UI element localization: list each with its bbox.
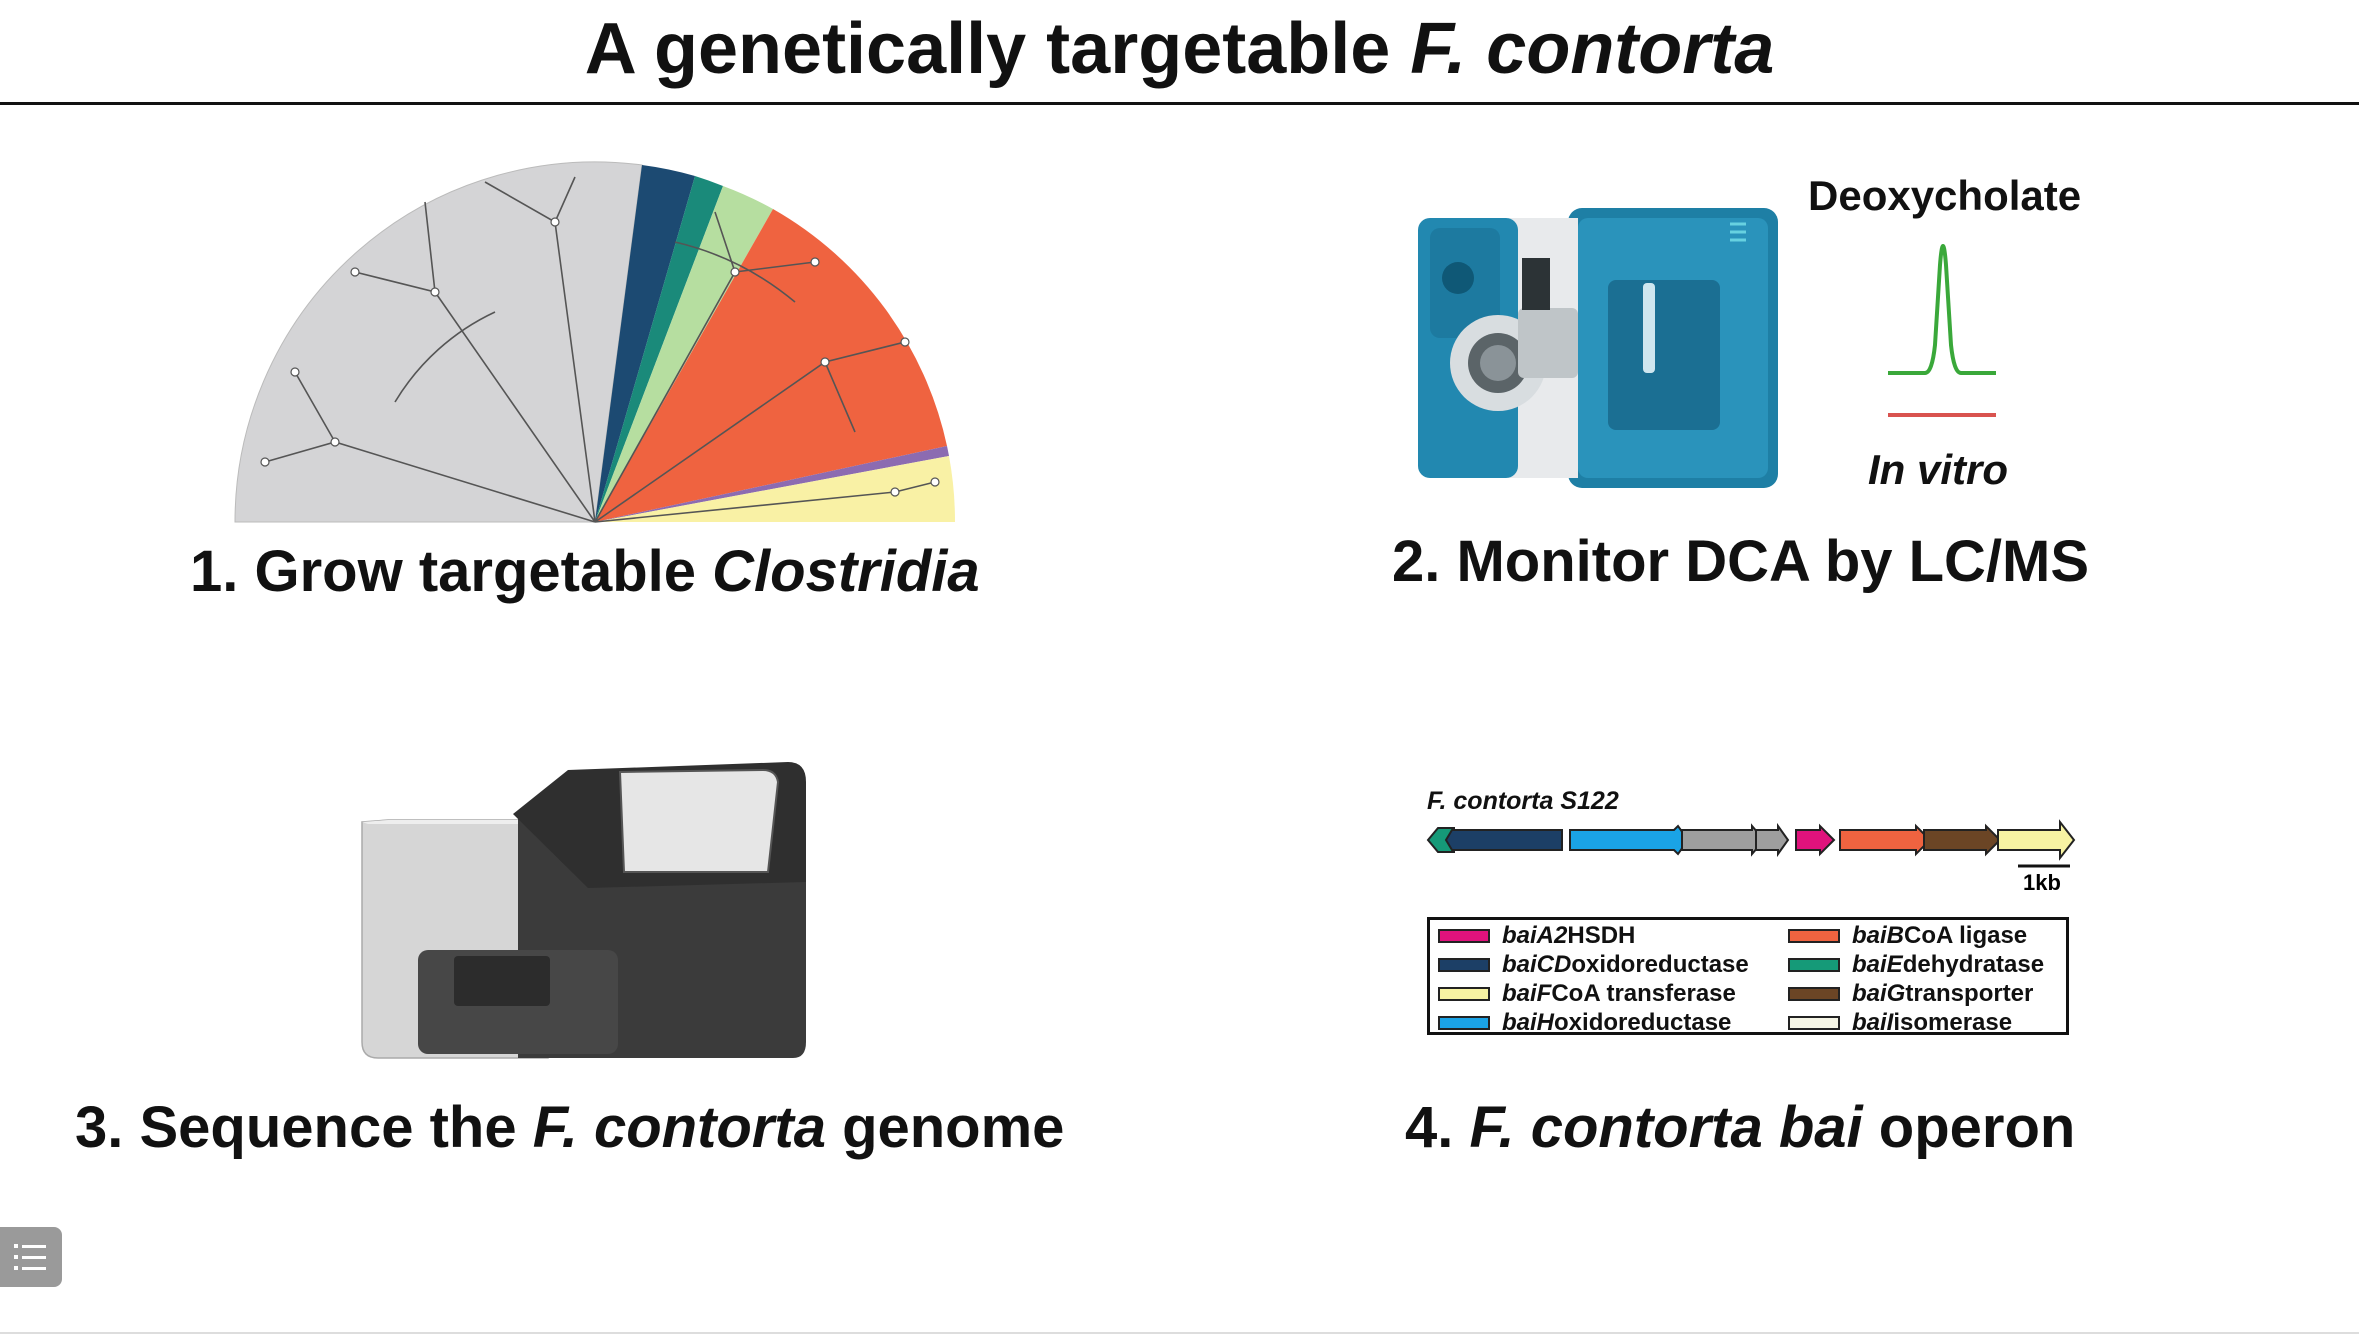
legend-desc: HSDH [1567,922,1636,949]
legend-desc: isomerase [1893,1009,2013,1036]
gene-arrow-gray-1 [1681,823,1766,857]
legend-desc: CoA transferase [1551,980,1736,1007]
gene-arrow-baiG [1923,823,2002,857]
legend-gene: baiF [1502,980,1552,1007]
panel3-caption: 3. Sequence the F. contorta genome [75,1094,1064,1161]
gene-arrow-baiB [1839,823,1932,857]
gene-legend: baiA2 HSDH baiCD oxidoreductase baiF CoA… [1427,917,2069,1037]
legend-item-baiB: baiB CoA ligase [1788,922,2027,950]
operon-map: 1kb [1426,819,2076,895]
title-italic: F. contorta [1410,9,1775,89]
legend-swatch [1438,987,1490,1001]
title-divider [0,102,2359,105]
legend-swatch [1438,958,1490,972]
gene-arrow-baiH [1569,824,1690,856]
legend-desc: CoA ligase [1904,922,2028,949]
list-menu-icon [14,1244,46,1270]
legend-gene: baiB [1852,922,1905,949]
gene-arrow-baiA2 [1795,823,1836,857]
legend-item-baiF: baiF CoA transferase [1438,980,1736,1008]
tree-wedge-purple [595,446,949,522]
panel4-caption-text: 4. [1405,1095,1470,1160]
panel3-caption-text: 3. Sequence the [75,1095,533,1160]
legend-item-baiE: baiE dehydratase [1788,951,2044,979]
tree-wedge-teal [595,176,723,522]
legend-desc: oxidoreductase [1554,1009,1732,1036]
panel1-caption-text: 1. Grow targetable [190,539,713,604]
legend-swatch [1788,929,1840,943]
scale-bar-label: 1kb [2023,870,2061,895]
panel1-caption: 1. Grow targetable Clostridia [190,538,980,605]
strain-label: F. contorta S122 [1427,787,1619,815]
legend-gene: baiH [1502,1009,1555,1036]
tree-wedge-green [595,186,773,522]
tree-wedge-gray [234,161,643,523]
panel3-caption-suffix: genome [825,1095,1065,1160]
tree-wedge-yellow [595,456,956,522]
legend-item-baiH: baiH oxidoreductase [1438,1009,1731,1037]
lcms-instrument-illustration [1418,208,1778,488]
panel1-caption-italic: Clostridia [712,539,980,604]
panel4-caption-suffix: operon [1862,1095,2076,1160]
peak-label: Deoxycholate [1808,172,2082,219]
panel4-caption: 4. F. contorta bai operon [1405,1094,2075,1161]
gene-arrow-baiF [1997,819,2076,861]
outline-menu-button[interactable] [0,1227,62,1287]
panel4-caption-italic: F. contorta bai [1469,1095,1863,1160]
legend-desc: transporter [1905,980,2034,1007]
legend-swatch [1788,987,1840,1001]
panel3-caption-italic: F. contorta [532,1095,826,1160]
slide-title: A genetically targetable F. contorta [0,8,2359,90]
phylogenetic-tree-figure [234,161,956,523]
condition-label: In vitro [1868,446,2009,493]
viewer-bottom-border [0,1332,2359,1334]
legend-gene: baiA2 [1502,922,1568,949]
legend-swatch [1788,958,1840,972]
title-main: A genetically targetable [584,9,1411,89]
legend-gene: baiCD [1502,951,1572,978]
legend-gene: baiI [1852,1009,1894,1036]
legend-item-baiI: baiI isomerase [1788,1009,2012,1037]
sequencer-illustration [361,762,806,1059]
legend-item-baiA2: baiA2 HSDH [1438,922,1635,950]
gene-arrow-baiCD [1444,829,1563,851]
legend-swatch [1438,929,1490,943]
gene-arrow-gray-2 [1755,822,1790,858]
legend-item-baiG: baiG transporter [1788,980,2033,1008]
legend-desc: dehydratase [1902,951,2045,978]
peak-trace [1888,244,1996,375]
panel2-caption: 2. Monitor DCA by LC/MS [1392,529,2090,594]
tree-wedge-navy [595,165,695,522]
legend-swatch [1788,1016,1840,1030]
legend-gene: baiE [1852,951,1903,978]
legend-desc: oxidoreductase [1571,951,1749,978]
legend-swatch [1438,1016,1490,1030]
chromatogram-peak [1888,244,1996,417]
legend-item-baiCD: baiCD oxidoreductase [1438,951,1749,979]
legend-gene: baiG [1852,980,1906,1007]
tree-wedge-orange [595,209,947,522]
